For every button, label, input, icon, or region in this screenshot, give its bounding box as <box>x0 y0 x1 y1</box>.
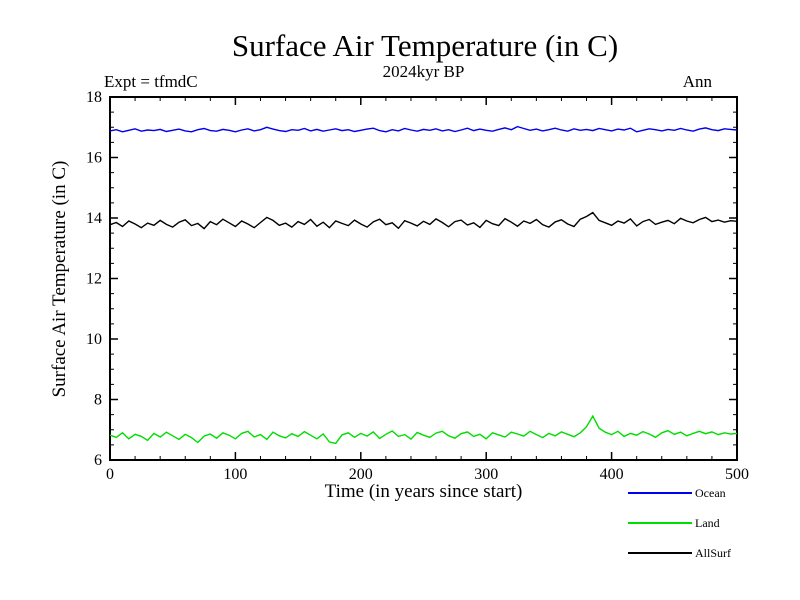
experiment-label: Expt = tfmdC <box>104 72 198 91</box>
series-line-allsurf <box>109 211 738 230</box>
x-tick-label: 0 <box>106 466 114 483</box>
y-tick-label: 8 <box>94 392 102 409</box>
y-axis-label: Surface Air Temperature (in C) <box>49 160 70 398</box>
legend-label-allsurf: AllSurf <box>695 545 731 560</box>
legend-line-land <box>628 522 692 524</box>
series-line-land <box>109 414 738 445</box>
season-label: Ann <box>682 72 712 91</box>
y-tick-label: 10 <box>86 331 102 348</box>
x-tick-label: 400 <box>600 466 624 483</box>
x-tick-label: 200 <box>349 466 373 483</box>
y-tick-label: 16 <box>86 150 102 167</box>
y-tick-label: 14 <box>86 210 102 227</box>
legend-line-allsurf <box>628 552 692 554</box>
legend-label-land: Land <box>695 515 720 530</box>
legend-item-allsurf: AllSurf <box>628 538 788 568</box>
x-tick-label: 100 <box>223 466 247 483</box>
legend-item-ocean: Ocean <box>628 478 788 508</box>
y-tick-label: 6 <box>94 452 102 469</box>
x-axis-label: Time (in years since start) <box>324 481 523 502</box>
plot-frame <box>109 96 738 461</box>
y-tick-label: 12 <box>86 271 102 288</box>
x-tick-label: 500 <box>725 466 749 483</box>
legend-label-ocean: Ocean <box>695 485 726 500</box>
legend-line-ocean <box>628 492 692 494</box>
series-line-ocean <box>109 125 738 133</box>
chart-title: Surface Air Temperature (in C) <box>231 28 619 63</box>
legend-item-land: Land <box>628 508 788 538</box>
chart-subtitle: 2024kyr BP <box>382 62 465 81</box>
legend: Ocean Land AllSurf <box>628 478 788 568</box>
y-tick-label: 18 <box>86 89 102 106</box>
x-tick-label: 300 <box>474 466 498 483</box>
